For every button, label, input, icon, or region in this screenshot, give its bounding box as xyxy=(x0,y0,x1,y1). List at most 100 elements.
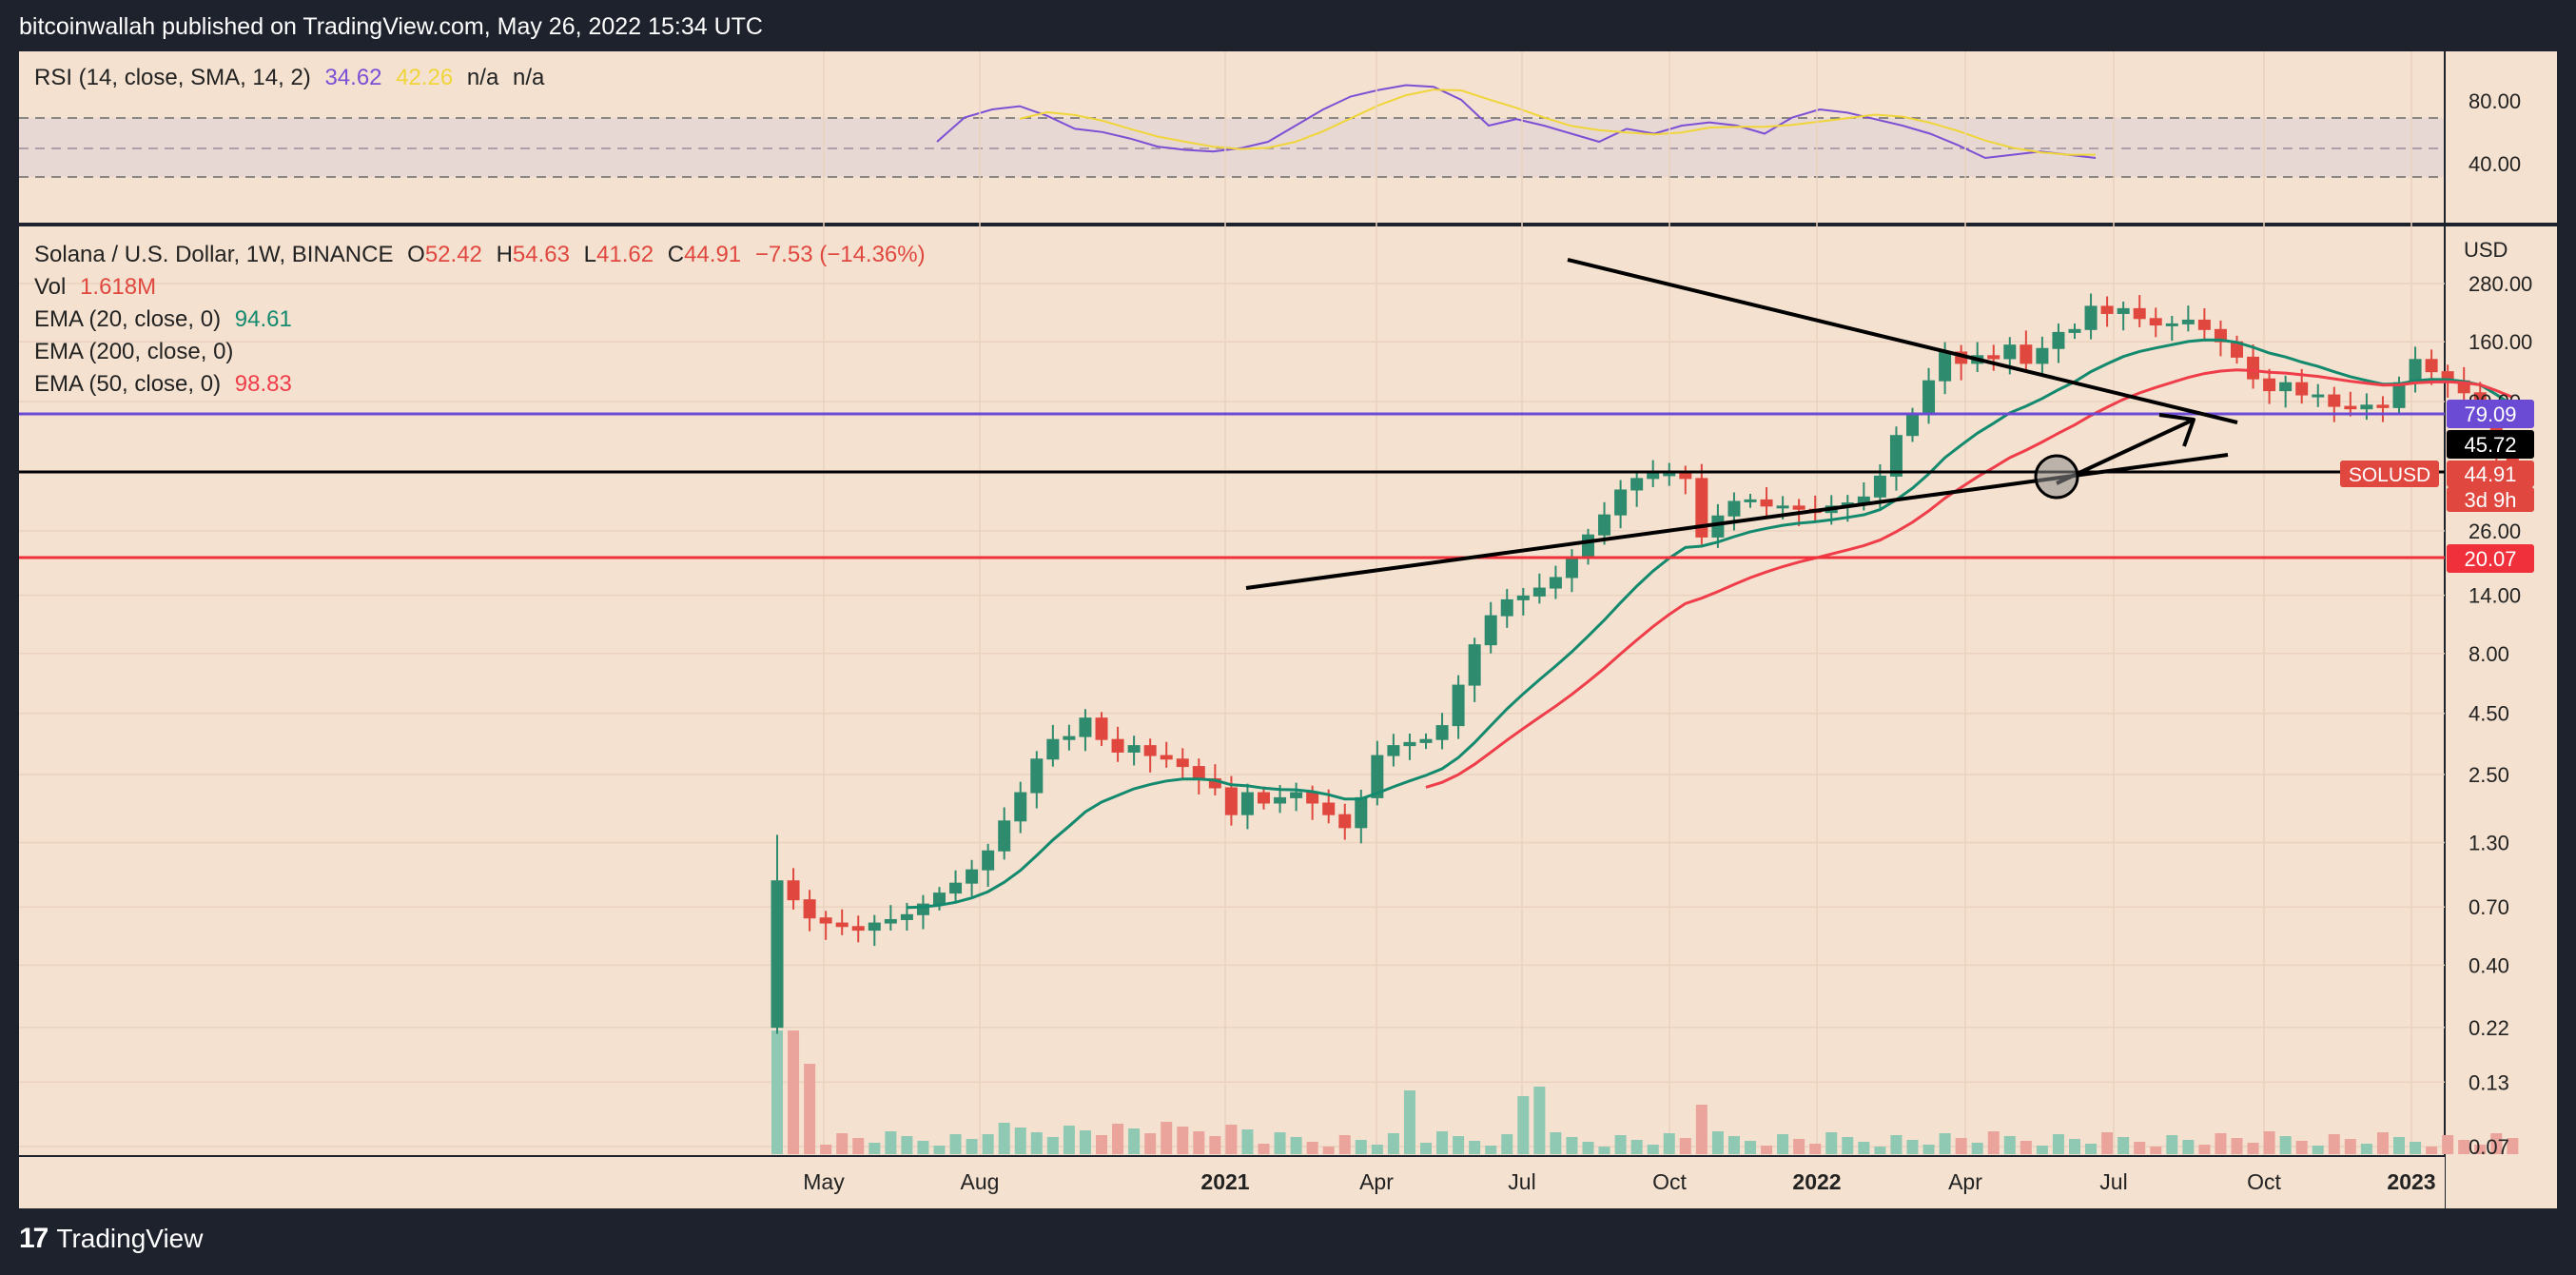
volume-bar-11 xyxy=(949,1134,962,1154)
candle-16 xyxy=(1030,751,1044,809)
time-axis xyxy=(19,1156,2445,1208)
volume-bar-72 xyxy=(1939,1133,1951,1154)
candle-82 xyxy=(2100,296,2114,327)
rsi-tick-80: 80.00 xyxy=(2469,89,2521,113)
ema50-line xyxy=(1425,368,2513,789)
candle-99 xyxy=(2376,396,2390,422)
tradingview-brand[interactable]: TradingView xyxy=(56,1224,204,1253)
candle-38 xyxy=(1387,734,1400,767)
volume-bar-17 xyxy=(1046,1137,1059,1154)
candle-2 xyxy=(803,890,816,932)
descending-trendline[interactable] xyxy=(1567,258,2238,424)
footer: 17 TradingView xyxy=(19,1223,203,1255)
candle-18 xyxy=(1063,724,1076,751)
volume-bar-98 xyxy=(2360,1144,2372,1154)
vol-legend: Vol 1.618M xyxy=(34,274,164,301)
volume-bar-8 xyxy=(901,1136,913,1154)
svg-text:SOLUSD: SOLUSD xyxy=(2349,464,2430,486)
volume-bar-3 xyxy=(820,1145,832,1154)
candle-85 xyxy=(2149,307,2162,338)
trend-drawings xyxy=(1245,258,2238,590)
symbol-tag[interactable]: SOLUSD xyxy=(2340,461,2439,487)
volume-bar-55 xyxy=(1663,1133,1675,1154)
grid xyxy=(19,51,2445,1156)
rsi-legend-na1: n/a xyxy=(466,65,499,90)
volume-bar-37 xyxy=(1371,1145,1383,1154)
ohlc-l: 41.62 xyxy=(596,242,654,267)
volume-bar-32 xyxy=(1290,1137,1302,1154)
candle-11 xyxy=(949,870,963,903)
candle-83 xyxy=(2117,301,2130,331)
candle-78 xyxy=(2036,336,2049,375)
volume-bar-63 xyxy=(1793,1139,1805,1154)
ema50-value: 98.83 xyxy=(234,371,292,397)
ohlc-h: 54.63 xyxy=(512,242,570,267)
ohlc-o-label: O xyxy=(407,242,425,267)
candle-44 xyxy=(1484,601,1497,654)
volume-bar-65 xyxy=(1825,1132,1838,1154)
volume-bar-2 xyxy=(804,1064,816,1154)
volume-bar-40 xyxy=(1420,1143,1432,1154)
y-tick-11: 0.22 xyxy=(2469,1016,2509,1040)
ema20-value: 94.61 xyxy=(234,306,292,332)
volume-bar-5 xyxy=(852,1138,865,1154)
x-tick-3: Apr xyxy=(1359,1169,1394,1194)
volume-bar-39 xyxy=(1403,1090,1415,1154)
vol-value: 1.618M xyxy=(80,274,157,300)
rsi-tick-40: 40.00 xyxy=(2469,152,2521,176)
volume-bar-80 xyxy=(2069,1139,2080,1154)
volume-bar-103 xyxy=(2442,1135,2454,1154)
candle-13 xyxy=(982,843,995,887)
volume-bar-43 xyxy=(1469,1141,1481,1154)
volume-bar-97 xyxy=(2344,1139,2356,1154)
volume-bar-77 xyxy=(2020,1141,2032,1154)
ema20-line xyxy=(907,338,2514,910)
candle-42 xyxy=(1452,675,1465,739)
projection-arrowhead[interactable] xyxy=(2158,413,2195,447)
price-tag-purple: 79.09 xyxy=(2447,400,2534,428)
y-tick-12: 0.13 xyxy=(2469,1070,2509,1094)
y-tick-10: 0.40 xyxy=(2469,953,2509,977)
vol-label: Vol xyxy=(34,274,67,300)
candle-86 xyxy=(2165,315,2178,342)
volume-bar-81 xyxy=(2085,1144,2098,1154)
volume-bar-57 xyxy=(1695,1105,1708,1154)
y-tick-4: 14.00 xyxy=(2469,584,2521,608)
rsi-legend-label: RSI (14, close, SMA, 14, 2) xyxy=(34,65,311,90)
volume-bar-48 xyxy=(1550,1132,1562,1154)
volume-bar-47 xyxy=(1533,1087,1546,1154)
volume-bar-35 xyxy=(1338,1135,1351,1154)
candle-29 xyxy=(1240,783,1254,830)
volume-bar-22 xyxy=(1128,1128,1141,1154)
volume-bar-78 xyxy=(2036,1146,2048,1154)
candle-97 xyxy=(2344,391,2357,417)
y-tick-3: 26.00 xyxy=(2469,520,2521,543)
currency-label: USD xyxy=(2464,238,2508,262)
candle-5 xyxy=(851,915,865,943)
candle-59 xyxy=(1727,492,1741,531)
rsi-sma-line xyxy=(1019,88,2096,156)
volume-bar-41 xyxy=(1436,1131,1449,1154)
candle-25 xyxy=(1176,748,1189,779)
volume-bar-76 xyxy=(2003,1136,2016,1154)
volume-bar-34 xyxy=(1322,1147,1335,1154)
ema200-label: EMA (200, close, 0) xyxy=(34,339,234,364)
candle-1 xyxy=(787,868,800,910)
candle-9 xyxy=(916,894,929,930)
x-tick-9: Oct xyxy=(2247,1169,2281,1194)
candle-46 xyxy=(1516,587,1530,616)
candle-54 xyxy=(1647,460,1660,488)
ema20-label: EMA (20, close, 0) xyxy=(34,306,222,332)
ema50-label: EMA (50, close, 0) xyxy=(34,371,222,397)
candle-55 xyxy=(1663,462,1676,486)
volume-bar-20 xyxy=(1096,1135,1107,1154)
volume-bar-107 xyxy=(2507,1138,2519,1154)
candle-52 xyxy=(1614,480,1628,529)
candle-6 xyxy=(868,914,881,947)
volume-bar-91 xyxy=(2247,1143,2259,1154)
highlight-circle[interactable] xyxy=(2034,454,2079,500)
candle-61 xyxy=(1760,487,1773,517)
projection-arrow-line[interactable] xyxy=(2056,418,2195,485)
